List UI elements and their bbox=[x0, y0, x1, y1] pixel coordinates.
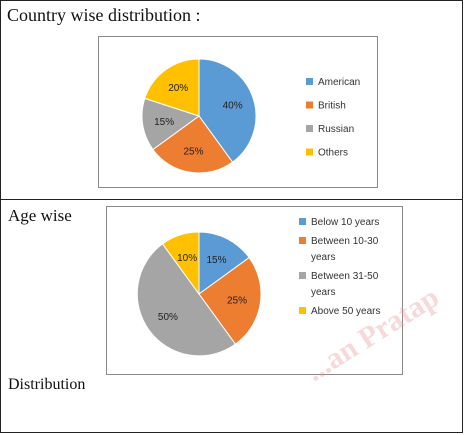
slice-label-between-31-50-years: 50% bbox=[158, 312, 178, 323]
pie-slice-others bbox=[144, 58, 200, 117]
legend-label-british: British bbox=[318, 101, 346, 112]
pie-slice-between-10-30-years bbox=[198, 256, 262, 345]
slice-label-british: 25% bbox=[183, 146, 203, 157]
legend-label-above-50-years: Above 50 years bbox=[311, 306, 381, 317]
legend-label-below-10-years: Below 10 years bbox=[311, 217, 379, 228]
legend-label-russian: Russian bbox=[318, 124, 354, 135]
pie-slice-american bbox=[198, 58, 257, 163]
pie-slice-between-31-50-years bbox=[136, 243, 237, 357]
legend-label-between-10-30-years: Between 10-30 years bbox=[311, 236, 379, 263]
age-heading: Age wise bbox=[8, 206, 72, 225]
pie-slice-russian bbox=[141, 97, 201, 151]
legend-swatch-american bbox=[306, 78, 313, 85]
legend-swatch-between-31-50-years bbox=[299, 272, 306, 279]
legend-swatch-above-50-years bbox=[299, 307, 306, 314]
pie-slice-british bbox=[152, 115, 234, 174]
slice-label-above-50-years: 10% bbox=[177, 253, 197, 264]
age-pie-chart: 15% 25% 50% 10% Below 10 years Between 10-30 y… bbox=[106, 206, 403, 375]
legend-swatch-british bbox=[306, 101, 313, 109]
legend-swatch-below-10-years bbox=[299, 218, 306, 225]
country-panel: Country wise distribution : 40% 25% 15% 20%… bbox=[0, 0, 463, 200]
country-pie-chart: 40% 25% 15% 20% American British Russian Others bbox=[98, 36, 378, 188]
slice-label-others: 20% bbox=[168, 83, 188, 94]
pie-slice-above-50-years bbox=[161, 231, 200, 296]
legend-label-others: Others bbox=[318, 148, 348, 159]
legend-swatch-between-10-30-years bbox=[299, 237, 306, 244]
pie-slice-below-10-years bbox=[198, 231, 250, 295]
country-pie-svg: 40% 25% 15% 20% American British Russian Others bbox=[141, 58, 360, 174]
age-panel: Age wise 15% 25% 50% 10% Below 10 years Betwe… bbox=[0, 199, 463, 433]
slice-label-russian: 15% bbox=[154, 117, 174, 128]
slice-label-below-10-years: 15% bbox=[206, 255, 226, 266]
legend-swatch-others bbox=[306, 148, 313, 156]
country-heading: Country wise distribution : bbox=[7, 5, 201, 25]
distribution-label: Distribution bbox=[8, 376, 86, 393]
slice-label-between-10-30-years: 25% bbox=[227, 296, 247, 307]
slice-label-american: 40% bbox=[223, 101, 243, 112]
legend-label-between-31-50-years: Between 31-50 years bbox=[311, 271, 379, 298]
legend-label-american: American bbox=[318, 77, 360, 88]
legend-swatch-russian bbox=[306, 125, 313, 132]
age-pie-svg: 15% 25% 50% 10% Below 10 years Between 10-30 y… bbox=[136, 217, 381, 357]
